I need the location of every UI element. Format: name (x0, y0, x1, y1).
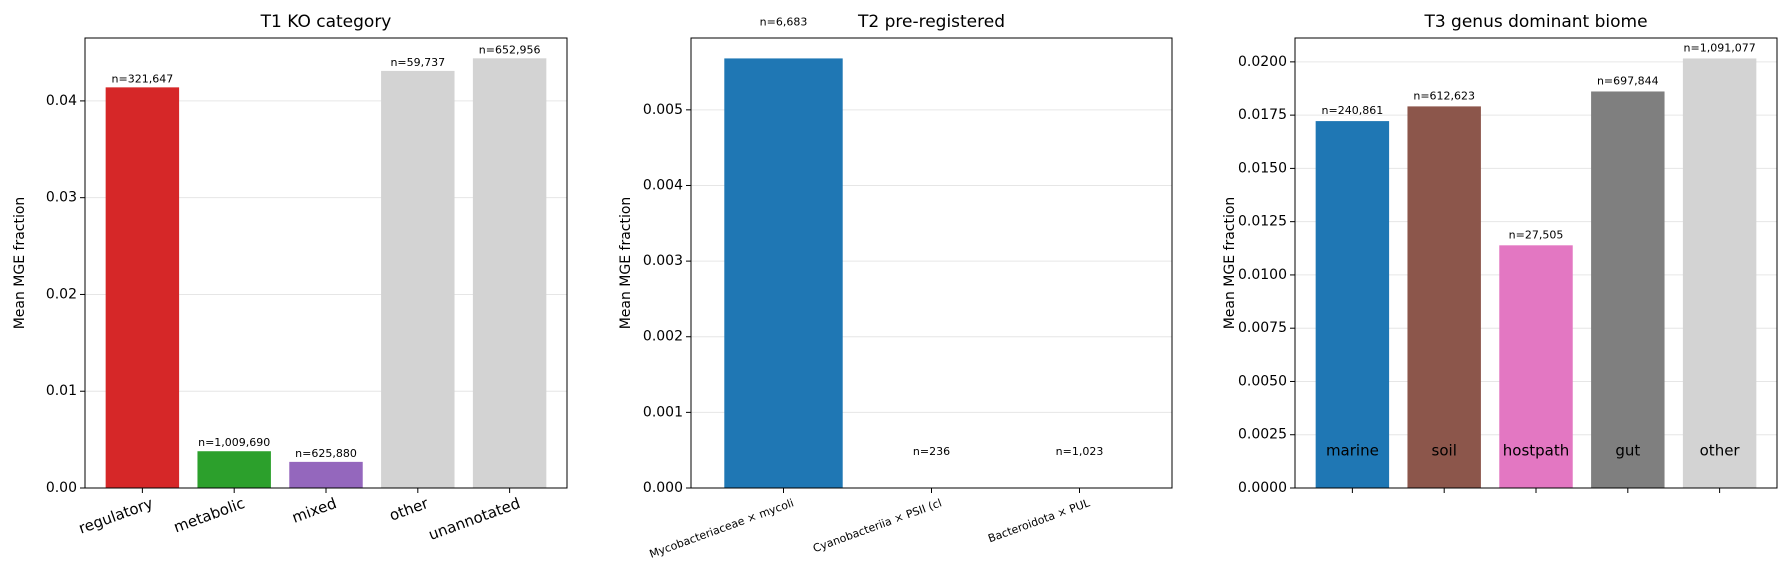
bar-annotation: n=1,091,077 (1684, 41, 1756, 54)
axes-frame (84, 37, 568, 489)
bar-annotation: n=6,683 (760, 15, 808, 28)
bar (1499, 245, 1573, 488)
bar-annotation: n=59,737 (390, 56, 445, 69)
y-tick-label: 0.02 (46, 286, 77, 302)
bar (1407, 106, 1481, 488)
y-tick-label: 0.01 (46, 383, 77, 399)
x-tick-label: Cyanobacteriia × PSII (cl (811, 496, 943, 555)
y-axis-label: Mean MGE fraction (1222, 197, 1238, 330)
bar (197, 451, 271, 488)
bar-annotation: n=1,009,690 (198, 436, 270, 449)
bar-annotation: n=612,623 (1413, 89, 1475, 102)
bar (289, 461, 363, 488)
chart-title: T2 pre-registered (857, 12, 1005, 32)
y-tick-label: 0.001 (643, 404, 683, 420)
y-axis-label: Mean MGE fraction (12, 197, 28, 330)
y-tick-label: 0.0025 (1238, 427, 1287, 443)
x-tick-label: gut (1615, 442, 1640, 460)
x-tick-label: other (387, 494, 431, 525)
bar (381, 70, 455, 488)
y-tick-label: 0.0075 (1238, 320, 1287, 336)
y-tick-label: 0.005 (643, 102, 683, 118)
y-tick-label: 0.0050 (1238, 373, 1287, 389)
x-tick-label: soil (1432, 442, 1457, 460)
x-tick-label: Mycobacteriaceae × mycoli (648, 496, 796, 560)
x-tick-label: other (1700, 442, 1741, 460)
bar-annotation: n=652,956 (479, 43, 541, 56)
x-tick-label: mixed (290, 494, 339, 527)
y-tick-label: 0.0150 (1238, 160, 1287, 176)
bar-annotation: n=321,647 (112, 72, 174, 85)
y-tick-label: 0.04 (46, 93, 77, 109)
bar (105, 87, 180, 489)
bar-annotation: n=240,861 (1322, 104, 1384, 117)
x-tick-label: Bacteroidota × PUL (986, 496, 1092, 545)
bar (1315, 121, 1390, 488)
y-tick-label: 0.0100 (1238, 267, 1287, 283)
x-tick-label: unannotated (426, 494, 522, 544)
y-tick-label: 0.0200 (1238, 54, 1287, 70)
axes-frame (1294, 37, 1778, 489)
y-tick-label: 0.03 (46, 190, 77, 206)
bar-annotation: n=625,880 (295, 447, 357, 460)
bar-annotation: n=1,023 (1056, 445, 1104, 458)
y-axis-label: Mean MGE fraction (618, 197, 634, 330)
axes-frame (690, 37, 1173, 489)
bar-annotation: n=27,505 (1509, 228, 1564, 241)
y-tick-label: 0.0125 (1238, 214, 1287, 230)
y-tick-label: 0.004 (643, 177, 683, 193)
chart-title: T3 genus dominant biome (1423, 12, 1647, 32)
bar-annotation: n=236 (913, 445, 950, 458)
x-tick-label: regulatory (76, 494, 155, 537)
bar (472, 58, 547, 489)
y-tick-label: 0.0175 (1238, 107, 1287, 123)
x-tick-label: hostpath (1503, 442, 1569, 460)
bar (1591, 91, 1665, 489)
bar (724, 58, 843, 489)
y-tick-label: 0.002 (643, 329, 683, 345)
bar-annotation: n=697,844 (1597, 74, 1659, 87)
x-tick-label: metabolic (171, 494, 247, 536)
y-tick-label: 0.000 (643, 480, 683, 496)
y-tick-label: 0.0000 (1238, 480, 1287, 496)
x-tick-label: marine (1326, 442, 1379, 460)
y-tick-label: 0.003 (643, 253, 683, 269)
y-tick-label: 0.00 (46, 480, 77, 496)
bar (1682, 58, 1757, 489)
chart-title: T1 KO category (260, 12, 392, 32)
